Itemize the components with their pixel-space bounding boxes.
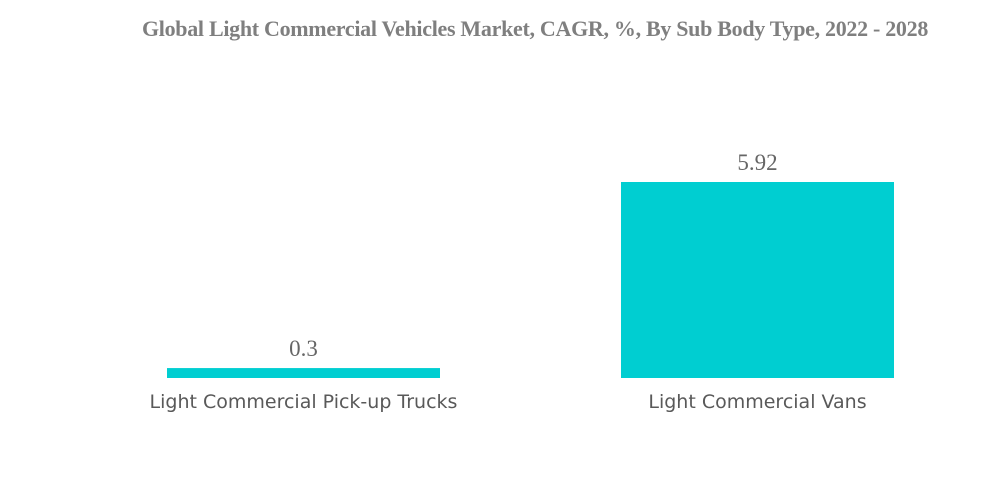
- value-label-0: 0.3: [289, 336, 318, 361]
- bars-group: [167, 182, 894, 378]
- category-label-1: Light Commercial Vans: [648, 391, 866, 413]
- bar-1: [621, 182, 894, 378]
- category-label-0: Light Commercial Pick-up Trucks: [150, 391, 458, 413]
- chart-title: Global Light Commercial Vehicles Market,…: [141, 16, 929, 41]
- category-labels-group: Light Commercial Pick-up Trucks Light Com…: [150, 391, 867, 413]
- value-label-1: 5.92: [737, 150, 777, 175]
- value-labels-group: 0.3 5.92: [289, 150, 778, 361]
- bar-0: [167, 368, 440, 378]
